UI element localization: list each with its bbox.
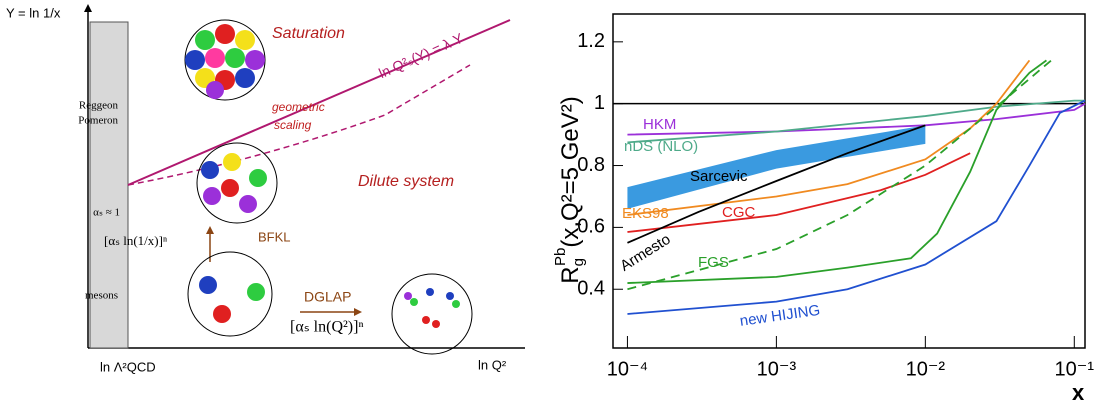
process-label: DGLAP bbox=[304, 289, 351, 305]
y-label-rest: (x,Q²=5 GeV²) bbox=[557, 96, 584, 247]
parton bbox=[235, 68, 255, 88]
x-axis-label: x bbox=[1072, 380, 1085, 405]
circle bbox=[391, 273, 473, 355]
region-label: geometric bbox=[272, 100, 325, 114]
y-tick-label: 1.2 bbox=[577, 30, 605, 52]
x-tick-label: 10⁻² bbox=[906, 358, 946, 380]
x-tick-label: 10⁻¹ bbox=[1055, 358, 1095, 380]
parton bbox=[223, 153, 241, 171]
y-axis-label: RgPb(x,Q²=5 GeV²) bbox=[552, 96, 587, 283]
formula: [αₛ ln(1/x)]ⁿ bbox=[104, 233, 167, 248]
region-label: scaling bbox=[274, 118, 312, 132]
y-tick-label: 1 bbox=[594, 92, 605, 114]
parton bbox=[239, 195, 257, 213]
parton bbox=[205, 48, 225, 68]
series-label: Armesto bbox=[617, 231, 673, 275]
series-label: HKM bbox=[643, 116, 676, 133]
parton bbox=[199, 276, 217, 294]
parton bbox=[422, 316, 430, 324]
band-label: αₛ ≈ 1 bbox=[93, 207, 120, 219]
plot-frame bbox=[612, 13, 1086, 349]
line bbox=[627, 99, 1086, 315]
scaling-curve bbox=[127, 64, 471, 186]
parton bbox=[426, 288, 434, 296]
line bbox=[627, 102, 1086, 136]
circle bbox=[196, 142, 278, 224]
parton bbox=[432, 320, 440, 328]
circle bbox=[187, 251, 273, 337]
parton bbox=[185, 50, 205, 70]
line bbox=[627, 59, 1047, 284]
parton bbox=[249, 169, 267, 187]
qcd-diagram: Y = ln 1/x ln Q² ln Λ²QCD Reggeon Pomero… bbox=[6, 4, 525, 374]
parton bbox=[225, 48, 245, 68]
series-label: nDS (NLO) bbox=[624, 138, 698, 155]
arrow-head bbox=[84, 4, 92, 12]
series-label: new HIJING bbox=[739, 302, 821, 330]
parton bbox=[446, 292, 454, 300]
parton bbox=[221, 179, 239, 197]
line-label: ln Q²ₛ(Y) = λ Y bbox=[376, 29, 466, 81]
formula: [αₛ ln(Q²)]ⁿ bbox=[290, 319, 364, 336]
parton bbox=[215, 24, 235, 44]
line bbox=[627, 59, 1052, 291]
series-label: Sarcevic bbox=[690, 168, 748, 185]
parton bbox=[245, 50, 265, 70]
parton bbox=[247, 283, 265, 301]
y-tick-label: 0.6 bbox=[577, 216, 605, 238]
line bbox=[627, 152, 971, 233]
parton bbox=[410, 298, 418, 306]
region-label: Saturation bbox=[272, 25, 345, 42]
confinement-band bbox=[89, 21, 129, 349]
arrow-head bbox=[354, 308, 362, 316]
process-label: BFKL bbox=[258, 229, 291, 244]
line bbox=[627, 59, 1031, 216]
line bbox=[627, 124, 926, 244]
chart: x RgPb(x,Q²=5 GeV²) 0.4 0.6 0.8 1 1.2 10⁻⁴ 10⁻… bbox=[552, 13, 1095, 405]
parton bbox=[404, 292, 412, 300]
series-label: CGC bbox=[722, 204, 756, 221]
parton bbox=[452, 300, 460, 308]
band bbox=[627, 125, 926, 209]
x-tick-label: 10⁻⁴ bbox=[607, 358, 648, 380]
band-label: Reggeon bbox=[79, 100, 119, 112]
partons bbox=[185, 24, 460, 328]
saturation-line bbox=[127, 19, 511, 186]
axis-label: ln Λ²QCD bbox=[100, 359, 156, 374]
axis-label: Y = ln 1/x bbox=[6, 5, 61, 20]
region-label: Dilute system bbox=[358, 173, 454, 190]
y-label-sup: Pb bbox=[552, 248, 569, 266]
band-label: mesons bbox=[85, 290, 118, 302]
y-label-main: R bbox=[557, 266, 584, 283]
y-label-sub: g bbox=[570, 258, 587, 266]
parton bbox=[206, 81, 224, 99]
x-tick-label: 10⁻³ bbox=[757, 358, 797, 380]
arrow-head bbox=[206, 226, 214, 234]
line bbox=[627, 99, 1085, 144]
parton bbox=[195, 30, 215, 50]
series-label: EKS98 bbox=[622, 205, 669, 222]
band-label: Pomeron bbox=[78, 115, 118, 127]
series-label: FGS bbox=[698, 254, 729, 271]
parton bbox=[235, 30, 255, 50]
axis-label: ln Q² bbox=[478, 357, 507, 372]
y-tick-label: 0.4 bbox=[577, 278, 605, 300]
y-tick-label: 0.8 bbox=[577, 154, 605, 176]
parton bbox=[203, 187, 221, 205]
parton bbox=[201, 161, 219, 179]
parton bbox=[213, 305, 231, 323]
